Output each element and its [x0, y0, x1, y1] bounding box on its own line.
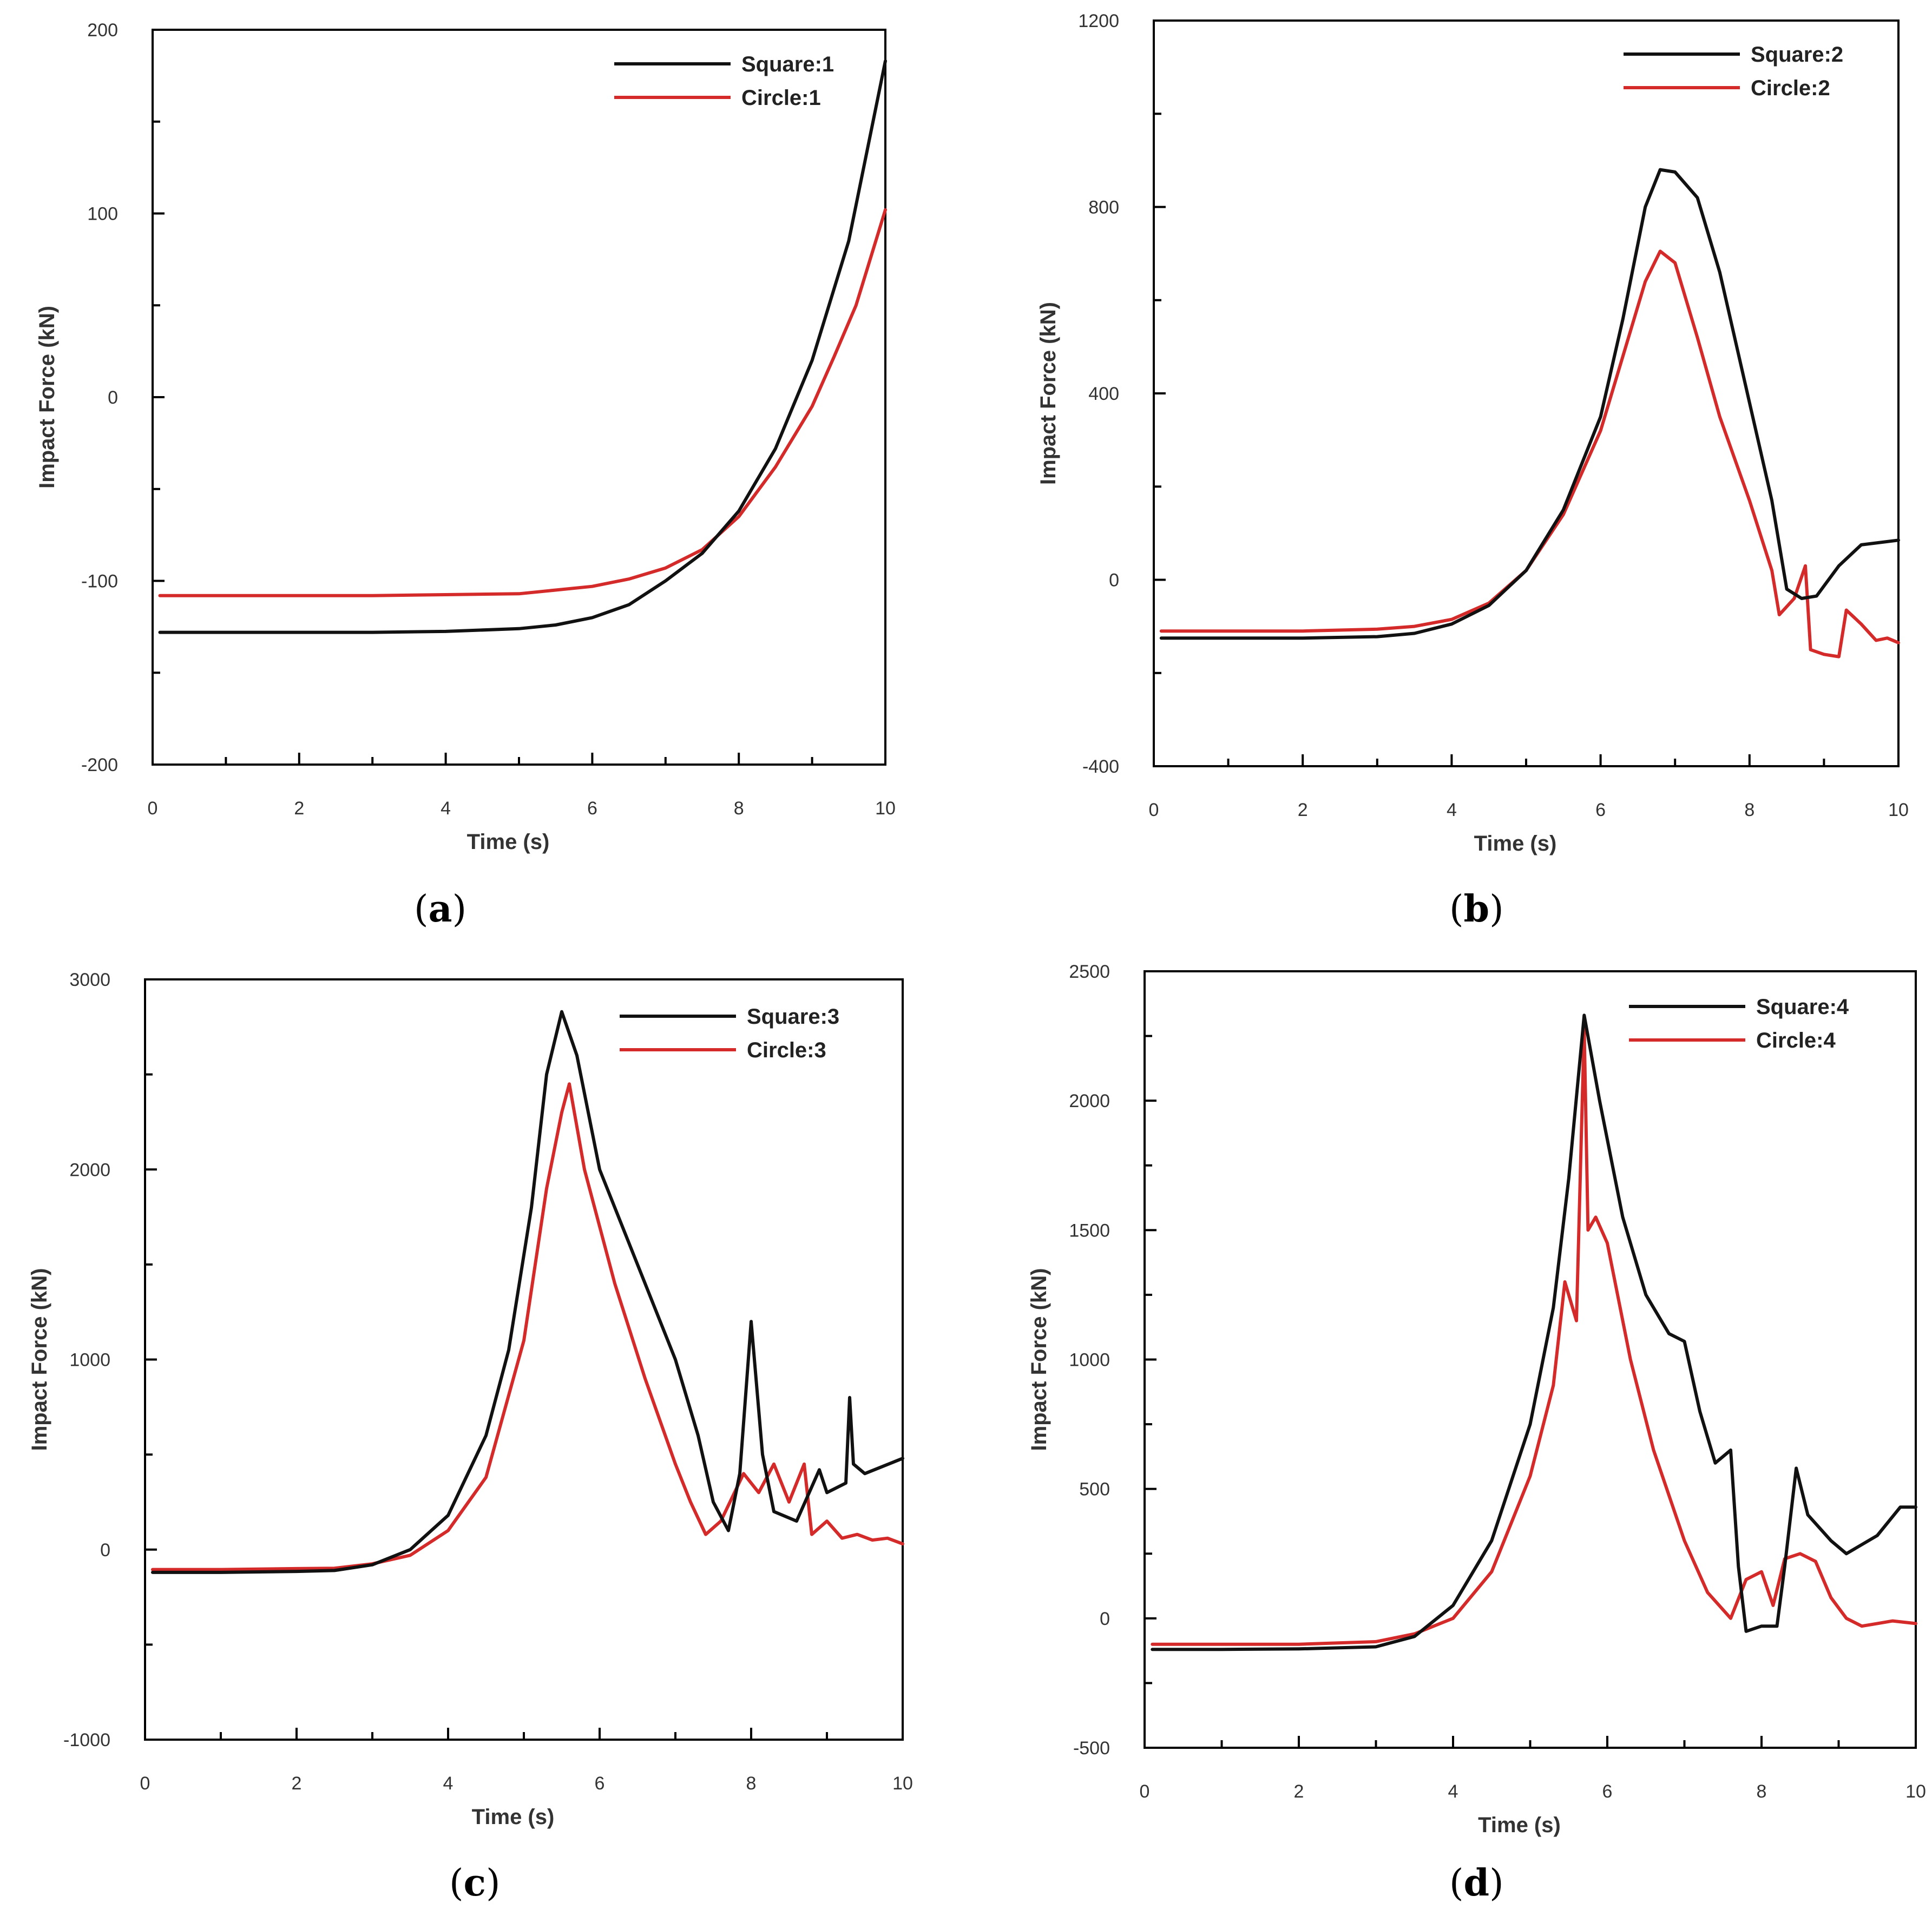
x-tick-label: 4 [441, 798, 451, 819]
x-tick-label: 4 [1447, 800, 1457, 820]
legend-label-circle: Circle:3 [747, 1038, 826, 1062]
x-tick-label: 10 [1905, 1781, 1926, 1802]
series-line-square [1159, 168, 1900, 640]
legend-label-square: Square:3 [747, 1005, 839, 1029]
series-line-circle [1151, 1026, 1917, 1646]
caption-d: (d) [1449, 1861, 1504, 1905]
x-tick-label: 8 [1744, 800, 1754, 820]
chart-panel-b: 0 2 4 6 8 10 -400 0 400 800 1200 Time (s) Impact For… [1036, 11, 1909, 855]
y-tick-label: 500 [1079, 1479, 1110, 1500]
y-tick-label: -1000 [63, 1730, 110, 1750]
y-tick-label: 0 [100, 1540, 110, 1561]
legend-label-square: Square:4 [1756, 995, 1849, 1019]
y-tick-label: 200 [87, 20, 118, 41]
y-tick-label: 2000 [1069, 1091, 1110, 1111]
y-axis-title: Impact Force (kN) [1027, 1268, 1051, 1451]
y-tick-label: 100 [87, 204, 118, 225]
plot-frame [152, 29, 886, 766]
x-tick-label: 8 [746, 1773, 757, 1794]
x-tick-label: 10 [892, 1773, 913, 1794]
chart-panel-d: 0 2 4 6 8 10 -500 0 500 1000 1500 2000 2500 Time (s) I… [1027, 962, 1926, 1837]
series-line-square [158, 59, 887, 634]
y-tick-label: 1000 [1069, 1350, 1110, 1371]
y-tick-label: -200 [81, 755, 118, 775]
y-tick-label: -100 [81, 571, 118, 592]
y-tick-label: 0 [1109, 570, 1119, 591]
x-axis-title: Time (s) [467, 830, 550, 854]
y-axis-title: Impact Force (kN) [1036, 302, 1060, 485]
series-line-square [1151, 1013, 1917, 1651]
x-tick-label: 0 [148, 798, 158, 819]
y-tick-label: 1200 [1078, 11, 1119, 31]
x-tick-label: 6 [587, 798, 597, 819]
caption-b: (b) [1449, 887, 1504, 931]
x-tick-label: 4 [1448, 1781, 1458, 1802]
x-axis-title: Time (s) [472, 1805, 555, 1829]
x-tick-label: 10 [1888, 800, 1909, 820]
x-tick-label: 6 [1602, 1781, 1613, 1802]
y-tick-label: 2000 [69, 1160, 110, 1180]
x-tick-label: 0 [1140, 1781, 1150, 1802]
caption-c: (c) [449, 1861, 501, 1905]
x-tick-label: 2 [292, 1773, 302, 1794]
chart-panel-c: 0 2 4 6 8 10 -1000 0 1000 2000 3000 Time (s) Impact … [28, 970, 913, 1829]
x-tick-label: 2 [1294, 1781, 1304, 1802]
x-tick-label: 0 [1149, 800, 1159, 820]
legend-label-circle: Circle:4 [1756, 1029, 1836, 1052]
legend-label-circle: Circle:2 [1751, 76, 1830, 100]
x-tick-label: 2 [294, 798, 304, 819]
x-tick-label: 6 [1595, 800, 1606, 820]
x-tick-label: 6 [595, 1773, 605, 1794]
legend-label-square: Square:2 [1751, 43, 1843, 67]
y-tick-label: 3000 [69, 970, 110, 990]
plot-frame [144, 978, 904, 1741]
caption-letter: b [1463, 887, 1490, 931]
x-tick-label: 8 [734, 798, 744, 819]
caption-letter: d [1463, 1861, 1490, 1905]
x-axis-title: Time (s) [1478, 1813, 1561, 1837]
x-tick-label: 2 [1298, 800, 1308, 820]
y-tick-label: 400 [1088, 384, 1119, 404]
series-line-circle [151, 1082, 904, 1571]
series-line-square [151, 1010, 904, 1574]
plot-frame [1144, 970, 1917, 1749]
legend-label-circle: Circle:1 [741, 86, 821, 110]
caption-letter: c [463, 1861, 486, 1905]
caption-a: (a) [414, 887, 467, 931]
x-axis-title: Time (s) [1474, 832, 1557, 855]
y-tick-label: 0 [1100, 1609, 1110, 1629]
y-tick-label: 0 [108, 387, 118, 408]
y-tick-label: 1500 [1069, 1220, 1110, 1241]
y-tick-label: -500 [1073, 1738, 1110, 1759]
caption-letter: a [428, 887, 452, 931]
y-tick-label: 800 [1088, 198, 1119, 218]
y-axis-title: Impact Force (kN) [35, 306, 59, 489]
y-tick-label: 2500 [1069, 962, 1110, 982]
series-line-circle [158, 208, 887, 597]
x-tick-label: 8 [1757, 1781, 1767, 1802]
chart-panel-a: 0 2 4 6 8 10 -200 -100 0 100 200 Time (s) Impact For… [35, 20, 896, 854]
series-line-circle [1159, 249, 1900, 659]
x-tick-label: 10 [875, 798, 896, 819]
plot-frame [1153, 19, 1900, 767]
y-tick-label: -400 [1082, 756, 1119, 777]
y-tick-label: 1000 [69, 1350, 110, 1371]
x-tick-label: 4 [443, 1773, 454, 1794]
y-axis-title: Impact Force (kN) [28, 1268, 51, 1451]
x-tick-label: 0 [140, 1773, 150, 1794]
legend-label-square: Square:1 [741, 52, 834, 76]
